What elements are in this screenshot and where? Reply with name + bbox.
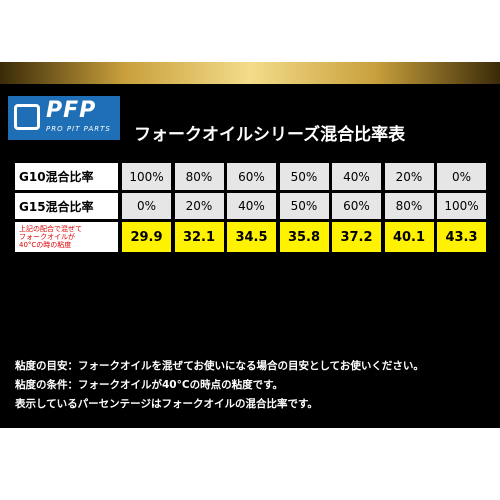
cell: 40% [332,163,381,190]
cell: 43.3 [437,222,486,252]
label-line: 上記の配合で混ぜて [19,225,83,233]
logo-mark: PFP [46,98,97,123]
note: 粘度の目安：フォークオイルを混ぜてお使いになる場合の目安としてお使いください。 [15,360,424,372]
cell: 100% [437,193,486,219]
cell: 34.5 [227,222,276,252]
cell: 20% [174,193,224,219]
cell: 20% [384,163,434,190]
label-line: G15混合比率 [19,199,94,214]
label-line: 40°Cの時の粘度 [19,241,72,249]
cell: 35.8 [279,222,329,252]
logo-icon [14,104,40,130]
label-line: フォークオイルが [19,233,75,241]
title: フォークオイルシリーズ混合比率表 [134,125,406,145]
gold-stripe [0,62,500,84]
row-label: G10混合比率 [15,163,118,190]
cell: 80% [384,193,434,219]
note: 表示しているパーセンテージはフォークオイルの混合比率です。 [15,398,318,410]
cell: 40.1 [384,222,434,252]
cell: 40% [227,193,276,219]
logo: PFP PRO PIT PARTS [8,96,120,140]
cell: 29.9 [122,222,171,252]
cell: 60% [332,193,381,219]
cell: 32.1 [174,222,224,252]
cell: 0% [437,163,486,190]
cell: 0% [122,193,171,219]
cell: 60% [227,163,276,190]
label-line: G10混合比率 [19,170,94,184]
cell: 50% [279,193,329,219]
cell: 100% [122,163,171,190]
note: 粘度の条件：フォークオイルが40°Cの時点の粘度です。 [15,379,284,391]
row-label: G15混合比率 [15,193,118,219]
cell: 50% [279,163,329,190]
cell: 37.2 [332,222,381,252]
logo-name: PRO PIT PARTS [46,125,111,133]
cell: 80% [174,163,224,190]
panel [0,84,500,428]
row-label: 上記の配合で混ぜて フォークオイルが 40°Cの時の粘度 [15,222,118,252]
